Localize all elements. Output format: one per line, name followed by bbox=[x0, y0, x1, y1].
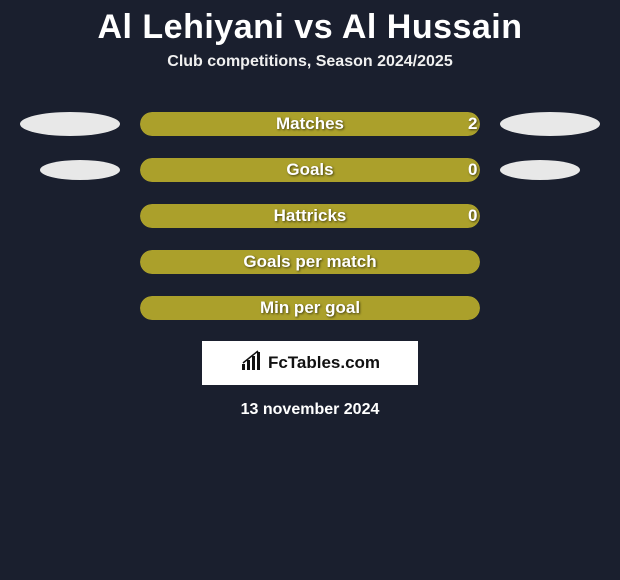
stat-bar-fill bbox=[140, 204, 480, 228]
stat-bar-fill bbox=[140, 296, 480, 320]
stat-bar bbox=[140, 250, 480, 274]
page-title: Al Lehiyani vs Al Hussain bbox=[0, 8, 620, 47]
brand-text: FcTables.com bbox=[268, 353, 380, 373]
stat-row: Goals per match bbox=[10, 239, 610, 285]
brand-box: FcTables.com bbox=[202, 341, 418, 385]
vs-text: vs bbox=[294, 8, 333, 46]
date-text: 13 november 2024 bbox=[0, 401, 620, 419]
subtitle: Club competitions, Season 2024/2025 bbox=[0, 53, 620, 71]
ellipse-right bbox=[500, 160, 580, 180]
stat-bar-fill bbox=[140, 250, 480, 274]
ellipse-right bbox=[500, 112, 600, 136]
stat-bar bbox=[140, 204, 480, 228]
team1-name: Al Lehiyani bbox=[97, 8, 284, 46]
stat-row: Goals0 bbox=[10, 147, 610, 193]
chart-icon bbox=[240, 350, 264, 377]
stat-bar bbox=[140, 112, 480, 136]
stat-row: Min per goal bbox=[10, 285, 610, 331]
stat-bar-fill bbox=[140, 112, 480, 136]
stat-bar-fill bbox=[140, 158, 480, 182]
stats-list: Matches2Goals0Hattricks0Goals per matchM… bbox=[0, 101, 620, 331]
stat-row: Hattricks0 bbox=[10, 193, 610, 239]
stat-bar bbox=[140, 296, 480, 320]
stat-row: Matches2 bbox=[10, 101, 610, 147]
stat-bar bbox=[140, 158, 480, 182]
team2-name: Al Hussain bbox=[342, 8, 523, 46]
infographic-container: Al Lehiyani vs Al Hussain Club competiti… bbox=[0, 0, 620, 419]
ellipse-left bbox=[20, 112, 120, 136]
ellipse-left bbox=[40, 160, 120, 180]
